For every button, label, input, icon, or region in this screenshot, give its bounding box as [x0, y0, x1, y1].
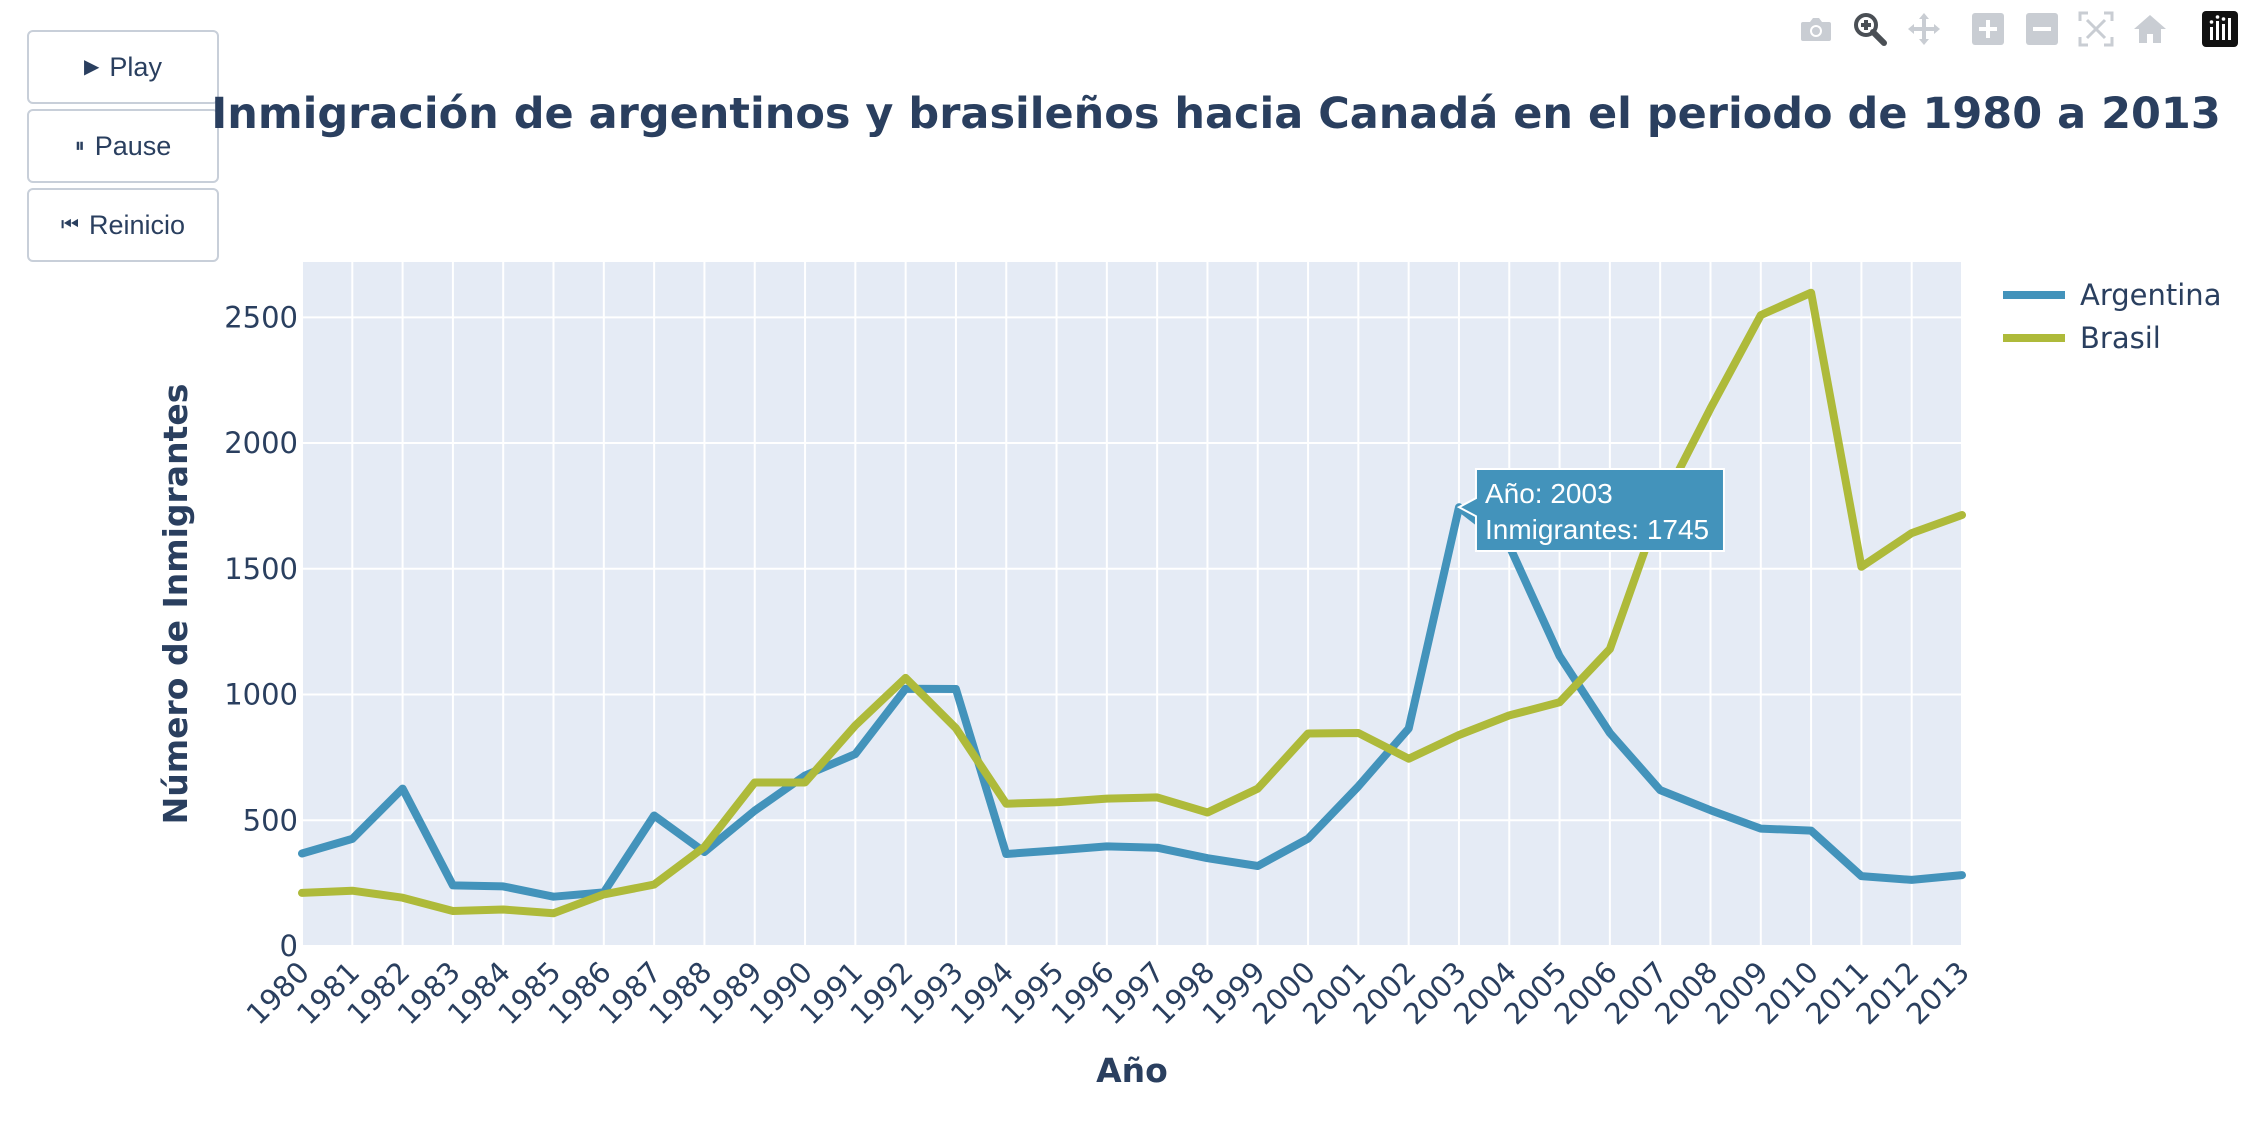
y-tick-label: 2000	[224, 426, 298, 460]
x-axis-label: Año	[1096, 1051, 1168, 1090]
legend-label-brasil[interactable]: Brasil	[2080, 321, 2161, 355]
series-line-brasil[interactable]	[298, 288, 1966, 918]
legend[interactable]: Argentina Brasil	[2003, 278, 2221, 355]
camera-icon[interactable]	[1796, 9, 1836, 49]
y-tick-label: 2500	[224, 300, 298, 334]
series-lines	[298, 288, 1966, 918]
play-triangle-icon: ▶	[84, 56, 100, 78]
reset-label: Reinicio	[88, 209, 186, 240]
y-axis-label: Número de Inmigrantes	[156, 384, 195, 825]
grid	[301, 262, 1963, 947]
x-axis-ticks: 1980198119821983198419851986198719881989…	[240, 955, 1976, 1031]
play-button[interactable]: ▶ Play	[27, 30, 219, 104]
zoom-out-icon[interactable]	[2022, 9, 2062, 49]
tooltip-year: Año: 2003	[1485, 478, 1613, 509]
pause-label: Pause	[94, 130, 172, 161]
tooltip-value: Inmigrantes: 1745	[1485, 514, 1709, 545]
home-icon[interactable]	[2130, 9, 2170, 49]
reset-button[interactable]: ⏮ Reinicio	[27, 188, 219, 262]
pause-button[interactable]: ⏸ Pause	[27, 109, 219, 183]
pan-icon[interactable]	[1904, 9, 1944, 49]
series-line-argentina[interactable]	[298, 503, 1966, 901]
skip-back-icon: ⏮	[60, 214, 79, 236]
y-tick-label: 500	[243, 803, 298, 837]
y-axis-ticks: 0 500 1000 1500 2000 2500	[224, 300, 298, 963]
zoom-in-icon[interactable]	[1968, 9, 2008, 49]
autoscale-icon[interactable]	[2076, 9, 2116, 49]
y-tick-label: 1500	[224, 552, 298, 586]
tooltip-box	[1456, 468, 1725, 552]
modebar	[1782, 8, 2240, 50]
pause-bars-icon: ⏸	[74, 135, 85, 157]
chart-title: Inmigración de argentinos y brasileños h…	[211, 89, 2221, 139]
plot-area[interactable]	[302, 262, 1962, 946]
plotly-logo-icon[interactable]	[2200, 9, 2240, 49]
y-tick-label: 1000	[224, 678, 298, 712]
play-label: Play	[109, 51, 162, 82]
legend-label-argentina[interactable]: Argentina	[2080, 278, 2221, 312]
y-tick-label: 0	[280, 929, 298, 963]
zoom-icon[interactable]	[1850, 9, 1890, 49]
hover-tooltip: Año: 2003 Inmigrantes: 1745	[1456, 468, 1725, 552]
